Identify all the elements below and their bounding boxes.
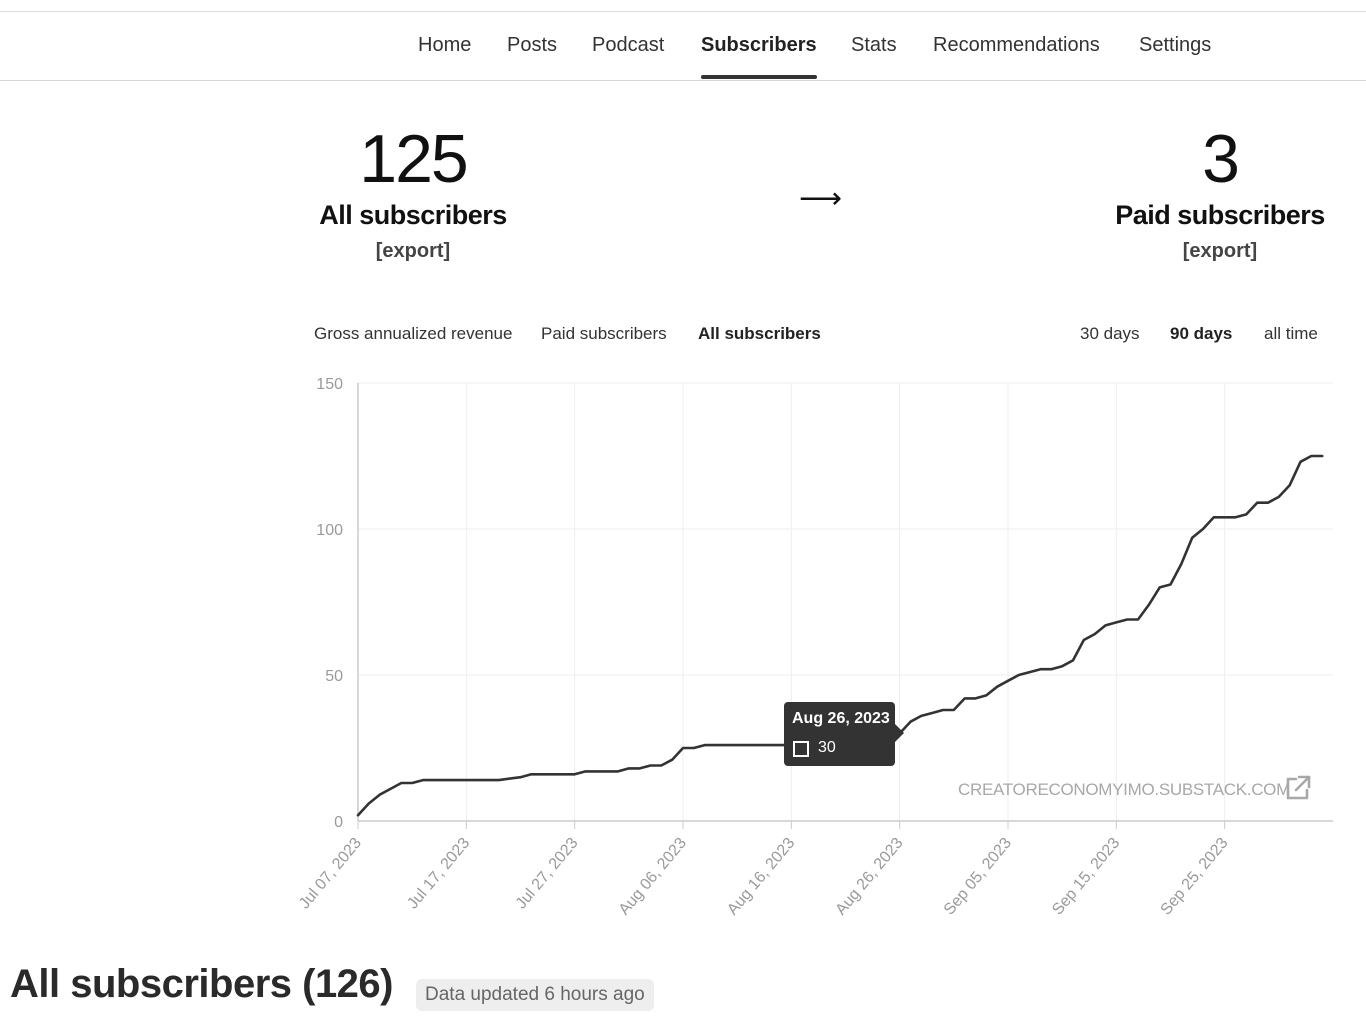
data-updated-badge: Data updated 6 hours ago [416,979,654,1011]
nav-item-subscribers[interactable]: Subscribers [701,34,817,56]
chart-tooltip: Aug 26, 2023 30 [784,702,895,766]
nav-item-podcast[interactable]: Podcast [592,34,665,56]
x-tick-label: Jul 07, 2023 [296,835,365,913]
x-tick-label: Aug 06, 2023 [616,835,690,919]
tooltip-series-swatch [793,741,809,757]
paid-subscribers-export-link[interactable]: [export] [1182,240,1258,262]
arrow-right-icon: ⟶ [799,182,843,215]
range-tab-90-days[interactable]: 90 days [1170,324,1233,343]
top-nav: Home Posts Podcast Subscribers Stats Rec… [0,12,1366,81]
series-line-all-subscribers [356,454,1324,817]
y-tick-label: 50 [325,668,343,685]
nav-item-recommendations[interactable]: Recommendations [933,34,1100,56]
paid-subscribers-label: Paid subscribers [1115,200,1325,230]
nav-item-home[interactable]: Home [418,34,472,56]
top-divider [0,11,1366,12]
range-tab-all-time[interactable]: all time [1264,324,1318,343]
nav-item-posts[interactable]: Posts [507,34,558,56]
x-tick-label: Jul 17, 2023 [404,835,473,913]
subscribers-line-chart[interactable]: 0 50 100 150 Jul 07, 2023 Jul 17, 2023 Jul 27,… [0,0,1366,940]
y-tick-label: 0 [334,814,343,831]
chart-watermark: CREATORECONOMYIMO.SUBSTACK.COM [958,780,1290,799]
tooltip-date: Aug 26, 2023 [792,710,890,727]
x-tick-label: Sep 25, 2023 [1158,835,1232,919]
all-subscribers-label: All subscribers [319,200,507,230]
external-link-icon[interactable] [1284,774,1312,802]
x-tick-label: Aug 26, 2023 [833,835,907,919]
nav-item-settings[interactable]: Settings [1139,34,1212,56]
range-tab-30-days[interactable]: 30 days [1080,324,1140,343]
tooltip-value: 30 [818,739,836,756]
metric-tab-all-subscribers[interactable]: All subscribers [698,324,821,343]
tooltip-caret [895,724,904,742]
x-tick-label: Aug 16, 2023 [724,835,798,919]
x-tick-label: Jul 27, 2023 [513,835,582,913]
paid-subscribers-count: 3 [1202,121,1240,197]
metric-tab-gross-revenue[interactable]: Gross annualized revenue [314,324,513,343]
all-subscribers-count: 125 [359,121,468,197]
all-subscribers-export-link[interactable]: [export] [375,240,451,262]
y-tick-label: 100 [316,522,343,539]
section-title: All subscribers (126) [10,962,394,1006]
nav-item-stats[interactable]: Stats [851,34,897,56]
y-tick-label: 150 [316,376,343,393]
active-tab-indicator [701,75,817,79]
x-tick-label: Sep 15, 2023 [1049,835,1123,919]
metric-tab-paid-subscribers[interactable]: Paid subscribers [541,324,667,343]
x-tick-label: Sep 05, 2023 [941,835,1015,919]
